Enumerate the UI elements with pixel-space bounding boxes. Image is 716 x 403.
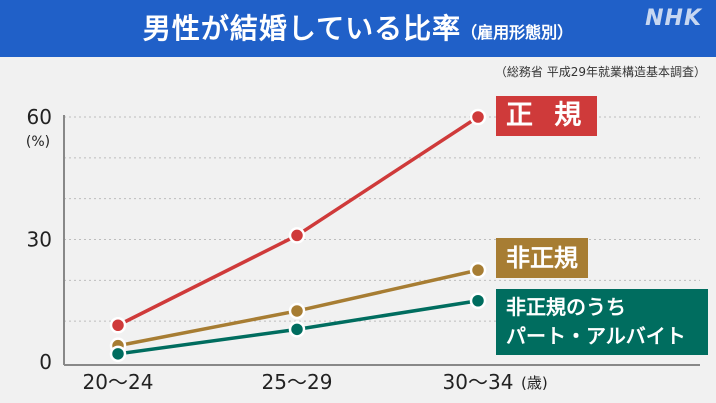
y-tick-label: 0 [39,350,52,374]
series-line-0 [117,115,479,327]
x-tick-labels: 20〜24 25〜29 30〜34 (歳) [83,370,548,394]
legend-part-time-line1: 非正規のうち [506,295,626,319]
y-tick-labels: 0 30 60 [27,105,52,374]
y-tick-label: 60 [27,105,52,129]
data-point [288,302,306,320]
header-bar [0,0,716,57]
series-group [109,108,487,363]
legend-non-regular-text: 非正規 [506,244,578,272]
data-point [469,108,487,126]
x-tick-label: 25〜29 [262,370,333,394]
x-unit-label: (歳) [521,374,548,392]
legend-part-time: 非正規のうち パート・アルバイト [496,289,708,355]
data-point [288,227,306,244]
y-tick-label: 30 [27,228,52,252]
legend-regular: 正 規 [496,96,598,136]
legend-regular-text: 正 規 [506,100,588,131]
y-unit-label: (%) [26,134,50,150]
data-point [469,292,487,309]
data-point [109,345,127,363]
title-text: 男性が結婚している比率 [142,12,462,45]
legend-non-regular: 非正規 [496,238,588,278]
data-point [288,321,306,338]
data-point [469,261,487,279]
x-tick-label: 30〜34 [443,370,514,394]
x-tick-label: 20〜24 [83,370,154,394]
title-subtitle: （雇用形態別） [461,23,574,42]
data-point [109,317,127,334]
legend-part-time-line2: パート・アルバイト [506,324,686,348]
source-note: （総務省 平成29年就業構造基本調査） [494,65,706,79]
page-title: 男性が結婚している比率（雇用形態別） [0,0,716,57]
nhk-logo: NHK [645,6,702,31]
